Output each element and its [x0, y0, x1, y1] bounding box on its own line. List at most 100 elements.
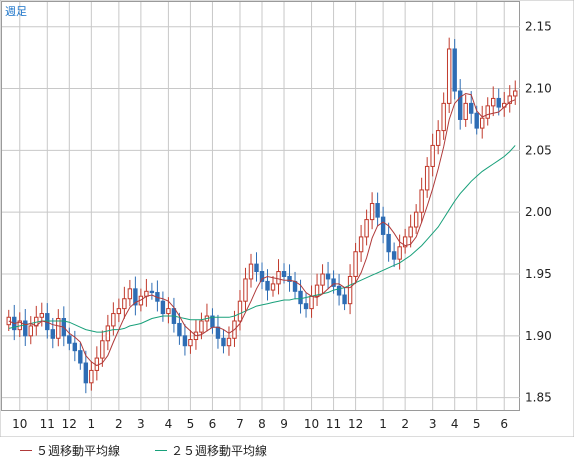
candle: [457, 79, 463, 130]
candle: [259, 262, 265, 290]
candle: [424, 157, 430, 198]
candle-body: [89, 369, 94, 384]
x-tick-label: 10: [304, 417, 319, 431]
candle: [441, 92, 446, 140]
candle: [83, 350, 89, 394]
candle-body: [111, 313, 116, 327]
y-tick-label: 2.00: [525, 205, 552, 219]
candle: [78, 342, 83, 370]
x-tick-label: 4: [165, 417, 173, 431]
candle: [116, 298, 122, 323]
candle: [375, 192, 380, 227]
candle-body: [480, 117, 485, 129]
candle-body: [166, 308, 171, 315]
candle-body: [237, 300, 243, 322]
candle: [100, 330, 105, 367]
candle-body: [496, 97, 501, 108]
candle: [149, 282, 155, 300]
candle: [491, 86, 496, 117]
legend-ma5-label: ５週移動平均線: [36, 444, 121, 458]
candle: [56, 309, 61, 347]
candle-body: [67, 335, 72, 344]
candle: [39, 302, 44, 327]
candle: [67, 327, 72, 351]
y-axis-tick-labels: 1.85 1.90 1.95 2.00 2.05 2.10 2.15: [525, 20, 552, 405]
candle-body: [413, 211, 419, 228]
candle: [243, 267, 248, 311]
candle: [221, 329, 226, 354]
candle: [160, 291, 166, 322]
candle-body: [83, 362, 89, 384]
candle: [342, 287, 347, 311]
candle: [430, 133, 435, 177]
y-tick-label: 1.85: [525, 391, 552, 405]
candle-body: [441, 102, 446, 132]
candle: [353, 242, 358, 284]
ma5-line: [8, 92, 516, 367]
candle-body: [457, 90, 463, 120]
candle: [507, 85, 512, 113]
x-tick-label: 7: [236, 417, 244, 431]
legend-ma5: ５週移動平均線: [20, 442, 120, 459]
candle-body: [375, 203, 380, 218]
candle: [287, 264, 292, 292]
candle: [496, 88, 501, 116]
candle-body: [287, 275, 292, 282]
legend-ma5-swatch: [20, 450, 32, 451]
candle-body: [513, 90, 518, 97]
candle-body: [358, 236, 364, 253]
legend-ma25-swatch: [155, 450, 167, 451]
x-tick-label: 1: [88, 417, 96, 431]
candle-body: [419, 189, 424, 213]
plot-area: [1, 1, 520, 411]
candle: [248, 253, 254, 288]
ma25-line: [8, 145, 516, 333]
candle-body: [23, 320, 28, 337]
candle-body: [265, 280, 270, 291]
x-tick-label: 2: [115, 417, 123, 431]
candle-body: [507, 95, 512, 104]
candle: [513, 80, 518, 105]
x-tick-label: 10: [12, 417, 27, 431]
candle-body: [56, 318, 61, 339]
candle-body: [408, 226, 413, 238]
candle-body: [243, 278, 248, 302]
candle: [265, 269, 270, 301]
candle: [122, 286, 127, 319]
candle-body: [320, 273, 325, 286]
candle: [446, 37, 452, 114]
candle-body: [122, 298, 127, 310]
candle-body: [149, 290, 155, 294]
candle: [72, 330, 78, 362]
candle-body: [160, 300, 166, 315]
candle-body: [100, 340, 105, 359]
candle: [364, 209, 369, 246]
candle: [127, 279, 133, 307]
candle: [452, 39, 457, 100]
candle: [177, 312, 182, 345]
candle-body: [347, 275, 353, 305]
candle: [391, 242, 397, 268]
candle-body: [292, 280, 298, 292]
moving-average-lines: [8, 92, 516, 367]
candle-body: [424, 165, 430, 191]
candle-body: [452, 48, 457, 92]
candle: [23, 308, 28, 347]
candle-body: [331, 278, 336, 287]
candle: [6, 309, 11, 331]
x-tick-label: 12: [62, 417, 77, 431]
y-tick-label: 1.90: [525, 329, 552, 343]
candle-body: [314, 284, 320, 297]
candle: [463, 94, 468, 127]
candle-body: [325, 273, 331, 280]
candle: [28, 316, 33, 345]
legend: ５週移動平均線 ２５週移動平均線: [0, 437, 574, 462]
candle-body: [215, 326, 221, 339]
x-tick-label: 1: [379, 417, 387, 431]
candle: [314, 273, 320, 306]
candle: [485, 97, 490, 126]
x-tick-label: 11: [40, 417, 55, 431]
candle-body: [485, 105, 490, 119]
candle-body: [248, 263, 254, 280]
candle: [358, 224, 364, 262]
